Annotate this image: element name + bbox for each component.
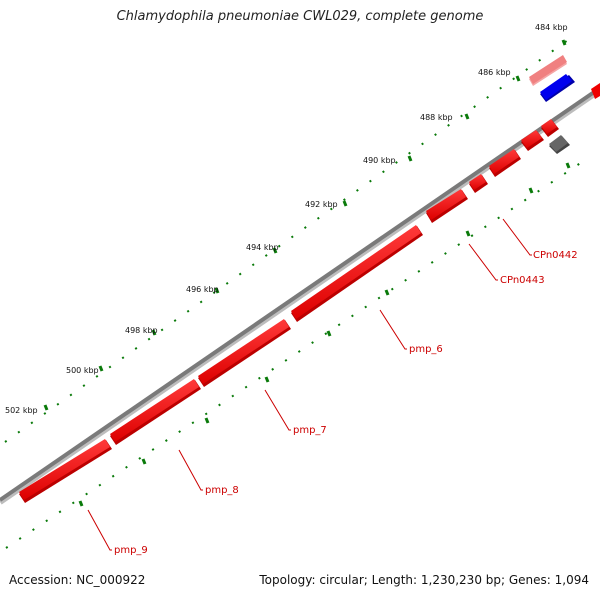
tick-label-494: 494 kbp xyxy=(246,243,279,252)
gene-pmp-9[interactable] xyxy=(19,439,112,503)
leader-cpn0443 xyxy=(468,243,498,281)
tick-label-488: 488 kbp xyxy=(420,113,453,122)
gene-edge-red[interactable] xyxy=(591,83,600,99)
gene-red-small-a[interactable] xyxy=(541,119,559,137)
forward-genes xyxy=(529,55,600,102)
gene-label-cpn0442[interactable]: CPn0442 xyxy=(533,250,578,261)
tick-label-502: 502 kbp xyxy=(5,406,38,415)
gene-cpn0443[interactable] xyxy=(426,189,468,223)
gene-pmp-6[interactable] xyxy=(291,225,423,322)
gene-cpn0442[interactable] xyxy=(489,149,521,177)
inner-tick-7 xyxy=(204,417,210,424)
tick-492 xyxy=(342,200,348,207)
tick-labels: 484 kbp 486 kbp 488 kbp 490 kbp 492 kbp … xyxy=(5,23,568,415)
map-title: Chlamydophila pneumoniae CWL029, complet… xyxy=(116,9,484,24)
gene-labels: CPn0442 CPn0443 pmp_6 pmp_7 pmp_8 pmp_9 xyxy=(114,250,578,556)
gene-cpn0443-small[interactable] xyxy=(469,174,488,193)
gene-grey[interactable] xyxy=(549,135,570,154)
reverse-genes xyxy=(19,119,570,503)
tick-488 xyxy=(464,113,470,120)
tick-484 xyxy=(561,39,567,46)
leader-pmp-8 xyxy=(178,449,203,491)
inner-tick-1 xyxy=(565,162,571,169)
gene-light-red[interactable] xyxy=(529,55,567,86)
tick-label-486: 486 kbp xyxy=(478,68,511,77)
inner-tick-3 xyxy=(465,230,471,237)
leader-pmp-7 xyxy=(264,389,291,431)
inner-tick-8 xyxy=(141,458,147,465)
gene-label-pmp-8[interactable]: pmp_8 xyxy=(205,485,239,496)
tick-486 xyxy=(515,75,521,82)
inner-tick-6 xyxy=(264,376,270,383)
tick-label-498: 498 kbp xyxy=(125,326,158,335)
tick-490 xyxy=(407,155,413,162)
tick-label-492: 492 kbp xyxy=(305,200,338,209)
gene-label-pmp-9[interactable]: pmp_9 xyxy=(114,545,148,556)
tick-label-496: 496 kbp xyxy=(186,285,219,294)
tick-494 xyxy=(272,247,278,254)
inner-major-ticks xyxy=(78,162,571,507)
gene-blue[interactable] xyxy=(540,74,575,102)
leader-pmp-6 xyxy=(379,309,407,350)
tick-496 xyxy=(214,287,220,294)
tick-label-490: 490 kbp xyxy=(363,156,396,165)
inner-tick-5 xyxy=(326,330,332,337)
gene-pmp-8[interactable] xyxy=(110,379,201,445)
gene-label-cpn0443[interactable]: CPn0443 xyxy=(500,275,545,286)
outer-scale-ring xyxy=(4,34,576,443)
gene-red-small-b[interactable] xyxy=(521,130,544,151)
backbone xyxy=(0,86,600,502)
inner-tick-9 xyxy=(78,500,84,507)
gene-pmp-7[interactable] xyxy=(198,319,291,387)
tick-label-500: 500 kbp xyxy=(66,366,99,375)
tick-498 xyxy=(151,329,157,336)
leader-cpn0442 xyxy=(502,218,532,256)
inner-tick-2 xyxy=(528,187,534,194)
label-leaders xyxy=(87,218,532,551)
leader-pmp-9 xyxy=(87,509,112,551)
tick-500 xyxy=(98,365,104,372)
genome-stats-text: Topology: circular; Length: 1,230,230 bp… xyxy=(259,573,589,587)
tick-label-484: 484 kbp xyxy=(535,23,568,32)
gene-label-pmp-6[interactable]: pmp_6 xyxy=(409,344,443,355)
inner-scale-ring xyxy=(5,159,586,549)
outer-major-ticks xyxy=(43,39,567,411)
tick-502 xyxy=(43,404,49,411)
inner-tick-4 xyxy=(384,289,390,296)
gene-label-pmp-7[interactable]: pmp_7 xyxy=(293,425,327,436)
accession-text: Accession: NC_000922 xyxy=(9,573,146,587)
